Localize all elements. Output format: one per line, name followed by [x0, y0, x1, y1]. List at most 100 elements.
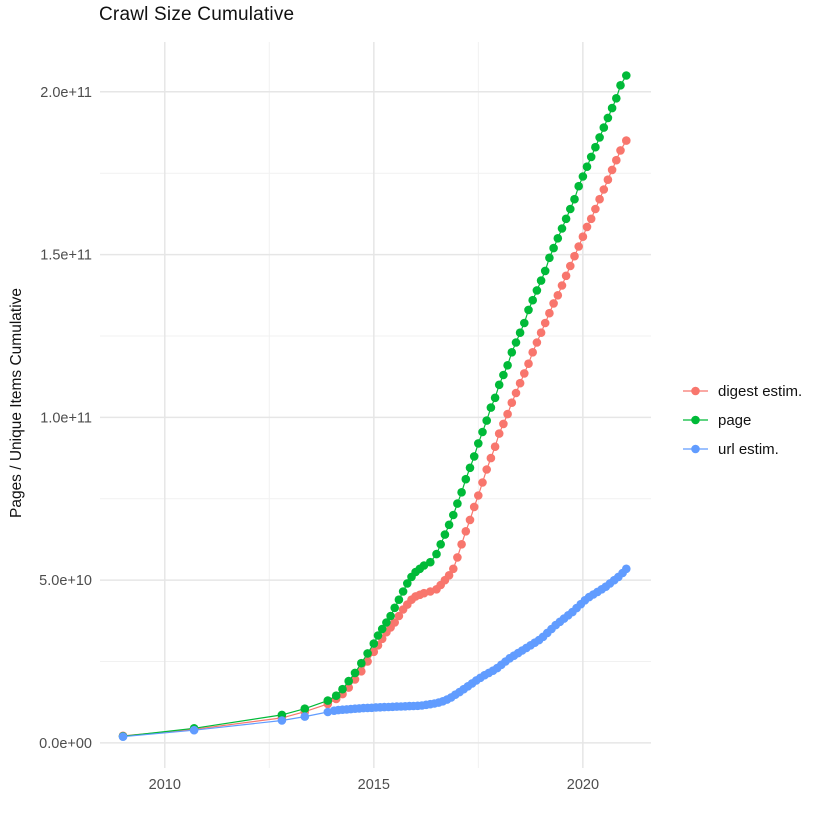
data-point	[511, 338, 521, 347]
data-point	[566, 261, 575, 271]
data-point	[553, 234, 563, 243]
data-point	[503, 361, 512, 370]
data-point	[494, 429, 504, 438]
data-point	[457, 488, 466, 497]
y-tick-label: 2.0e+11	[40, 85, 92, 101]
legend-label: page	[718, 411, 752, 429]
data-point	[474, 439, 483, 448]
data-point	[591, 142, 600, 152]
y-tick-label: 1.5e+11	[40, 248, 92, 264]
data-point	[570, 251, 579, 261]
data-point	[419, 561, 429, 570]
data-point	[436, 540, 446, 549]
data-point	[323, 696, 333, 705]
data-point	[586, 214, 596, 224]
data-point	[486, 453, 496, 463]
data-point	[300, 704, 310, 713]
legend-key-icon	[683, 386, 708, 396]
data-point	[595, 194, 604, 204]
data-point	[503, 409, 512, 419]
data-point	[490, 442, 500, 452]
data-point	[540, 266, 550, 276]
data-point	[507, 398, 517, 408]
data-point	[465, 463, 475, 473]
data-point	[578, 172, 588, 181]
data-point	[599, 185, 609, 194]
data-point	[486, 403, 496, 412]
data-point	[511, 388, 521, 398]
data-point	[515, 328, 525, 338]
legend-label: url estim.	[718, 440, 779, 458]
data-point	[612, 155, 621, 165]
data-point	[426, 557, 435, 567]
data-point	[536, 276, 546, 285]
data-point	[520, 318, 529, 328]
legend-key-icon	[683, 415, 708, 425]
data-point	[482, 416, 492, 425]
data-point	[528, 348, 537, 357]
data-point	[574, 181, 583, 191]
data-point	[557, 281, 567, 290]
data-point	[599, 123, 609, 132]
data-point	[386, 611, 395, 621]
data-point	[469, 502, 479, 512]
data-point	[540, 318, 550, 328]
data-point	[474, 491, 483, 500]
data-point	[536, 328, 546, 338]
data-point	[350, 668, 360, 678]
data-point	[377, 624, 387, 634]
data-point	[369, 639, 379, 648]
data-point	[520, 369, 529, 378]
data-point	[582, 222, 592, 232]
x-tick-label: 2020	[567, 777, 599, 793]
data-point	[622, 71, 631, 80]
data-point	[357, 658, 366, 668]
data-point	[440, 530, 450, 539]
data-point	[277, 716, 287, 725]
data-point	[465, 515, 475, 525]
data-point	[453, 553, 462, 562]
data-point	[373, 631, 383, 640]
data-point	[403, 579, 412, 588]
data-point	[622, 136, 631, 145]
data-point	[382, 618, 391, 627]
legend: digest estim. page url estim.	[682, 380, 802, 460]
data-point	[449, 510, 458, 520]
data-point	[578, 232, 588, 241]
legend-label: digest estim.	[718, 382, 803, 400]
data-point	[515, 378, 525, 388]
data-point	[612, 94, 621, 103]
data-point	[591, 204, 600, 214]
data-point	[432, 549, 441, 559]
data-point	[616, 146, 625, 155]
data-point	[398, 587, 408, 596]
data-point	[478, 427, 487, 437]
data-point	[461, 474, 471, 484]
data-point	[507, 348, 517, 357]
data-point	[469, 452, 479, 461]
data-point	[457, 540, 466, 549]
data-point	[574, 242, 583, 251]
legend-item-digest-estim: digest estim.	[682, 380, 802, 402]
data-point	[603, 113, 613, 123]
y-tick-label: 1.0e+11	[40, 410, 92, 426]
data-point	[453, 499, 462, 508]
x-tick-label: 2010	[149, 777, 181, 793]
data-point	[557, 224, 567, 233]
legend-item-page: page	[682, 409, 802, 431]
data-point	[300, 712, 310, 721]
data-point	[616, 81, 625, 90]
data-point	[338, 684, 347, 694]
data-point	[394, 595, 404, 604]
data-point	[344, 676, 354, 686]
data-point	[622, 564, 631, 574]
data-point	[607, 103, 617, 113]
data-point	[566, 204, 575, 214]
data-point	[561, 271, 571, 281]
data-point	[528, 295, 537, 305]
data-point	[586, 152, 596, 162]
data-point	[570, 194, 579, 204]
data-point	[607, 165, 617, 175]
data-point	[561, 214, 571, 224]
